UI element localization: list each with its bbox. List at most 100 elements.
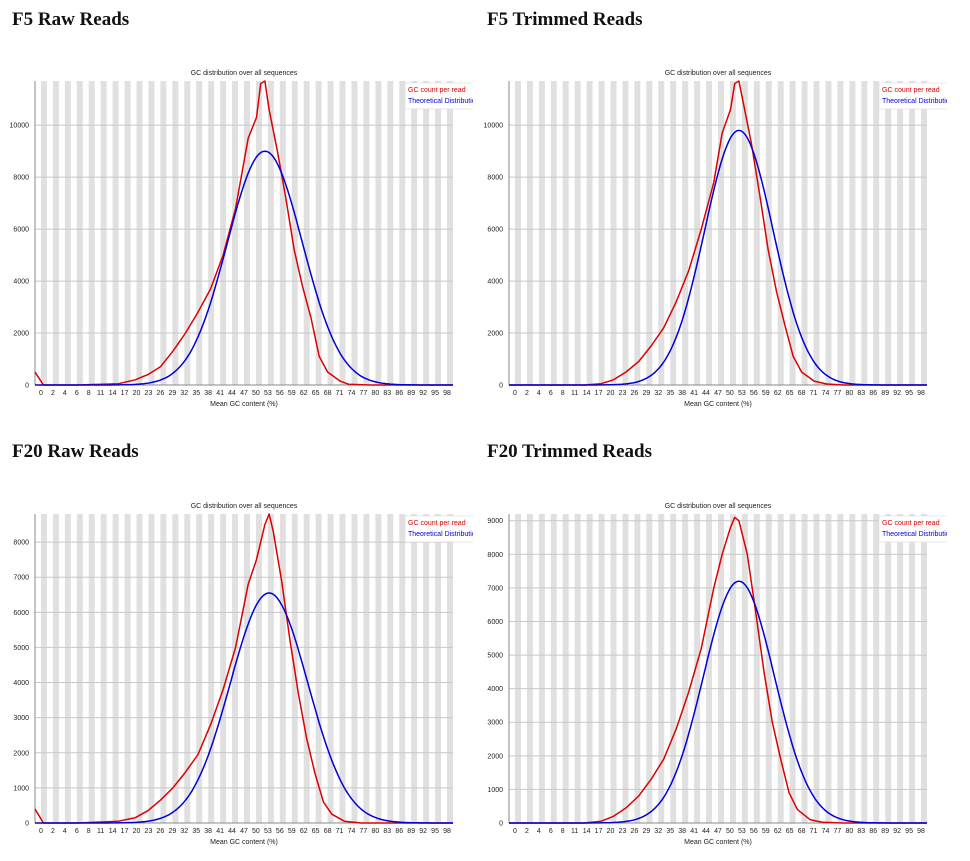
bin-stripe	[729, 514, 736, 823]
x-axis-label: Mean GC content (%)	[684, 401, 752, 408]
legend-box	[404, 515, 473, 543]
x-tick-label: 14	[109, 390, 117, 397]
bin-stripe	[921, 81, 927, 385]
bin-stripe	[100, 514, 107, 823]
bin-stripe	[562, 514, 569, 823]
x-tick-label: 71	[336, 390, 344, 397]
bin-stripe	[232, 81, 239, 385]
bin-stripe	[646, 514, 653, 823]
bin-stripe	[538, 514, 545, 823]
x-tick-label: 56	[750, 390, 758, 397]
x-tick-label: 53	[738, 828, 746, 835]
x-tick-label: 65	[786, 828, 794, 835]
x-tick-label: 23	[619, 828, 627, 835]
bin-stripe	[184, 514, 191, 823]
bin-stripe	[196, 81, 203, 385]
bin-stripe	[148, 81, 155, 385]
bin-stripe	[76, 514, 83, 823]
bin-stripe	[172, 81, 179, 385]
bin-stripe	[387, 514, 394, 823]
bin-stripe	[291, 81, 298, 385]
x-tick-label: 4	[63, 390, 67, 397]
panel-title: F20 Trimmed Reads	[487, 441, 653, 462]
x-tick-label: 68	[324, 390, 332, 397]
x-tick-label: 62	[774, 828, 782, 835]
x-tick-label: 41	[216, 828, 224, 835]
x-tick-label: 98	[917, 390, 925, 397]
x-tick-label: 74	[348, 390, 356, 397]
x-tick-label: 38	[204, 390, 212, 397]
bin-stripe	[801, 514, 808, 823]
bin-stripe	[897, 514, 904, 823]
gc-count-line	[34, 80, 453, 386]
x-tick-label: 32	[654, 390, 662, 397]
x-tick-label: 50	[726, 828, 734, 835]
bin-stripe	[849, 81, 856, 385]
panel-title: F5 Trimmed Reads	[487, 9, 643, 30]
y-tick-label: 10000	[484, 123, 504, 130]
y-tick-label: 8000	[487, 552, 503, 559]
chart-title: GC distribution over all sequences	[665, 503, 772, 510]
bin-stripe	[694, 81, 701, 385]
bin-stripe	[694, 514, 701, 823]
bin-stripe	[220, 514, 227, 823]
theoretical-distribution-line	[35, 592, 453, 824]
x-tick-label: 44	[228, 390, 236, 397]
bin-stripe	[813, 81, 820, 385]
x-tick-label: 14	[583, 828, 591, 835]
theoretical-distribution-line	[35, 150, 453, 386]
x-tick-label: 29	[168, 828, 176, 835]
bin-stripe	[160, 514, 167, 823]
bin-stripe	[160, 81, 167, 385]
x-tick-label: 32	[180, 828, 188, 835]
x-tick-label: 65	[786, 390, 794, 397]
bin-stripe	[526, 81, 533, 385]
bin-stripe	[315, 81, 322, 385]
x-tick-label: 83	[857, 828, 865, 835]
bin-stripe	[88, 514, 95, 823]
x-tick-label: 6	[75, 390, 79, 397]
bin-stripe	[634, 81, 641, 385]
x-tick-label: 53	[264, 390, 272, 397]
x-tick-label: 17	[121, 390, 129, 397]
bin-stripe	[718, 514, 724, 823]
legend-entry: Theoretical Distribution	[408, 531, 473, 538]
bin-stripe	[100, 81, 107, 385]
legend-entry: Theoretical Distribution	[408, 98, 473, 105]
x-tick-label: 86	[395, 390, 403, 397]
x-tick-label: 29	[642, 390, 650, 397]
bin-stripe	[435, 514, 442, 823]
x-tick-label: 8	[561, 828, 565, 835]
bin-stripe	[447, 81, 453, 385]
x-tick-label: 83	[383, 828, 391, 835]
x-tick-label: 4	[63, 828, 67, 835]
x-tick-label: 26	[631, 828, 639, 835]
x-tick-label: 95	[905, 390, 913, 397]
y-tick-label: 0	[25, 821, 29, 828]
bin-stripe	[753, 81, 760, 385]
x-tick-label: 23	[619, 390, 627, 397]
x-tick-label: 35	[192, 828, 200, 835]
bin-stripe	[136, 81, 143, 385]
x-tick-label: 62	[300, 390, 308, 397]
x-tick-label: 17	[595, 390, 603, 397]
x-tick-label: 47	[240, 828, 248, 835]
x-tick-label: 0	[39, 828, 43, 835]
legend-entry: GC count per read	[408, 87, 466, 94]
x-tick-label: 71	[810, 828, 818, 835]
bin-stripe	[801, 81, 808, 385]
bin-stripe	[729, 81, 736, 385]
bin-stripe	[538, 81, 545, 385]
legend-entry: GC count per read	[882, 87, 940, 94]
bin-stripe	[550, 514, 557, 823]
y-tick-label: 3000	[487, 720, 503, 727]
y-tick-label: 6000	[487, 619, 503, 626]
panel-title: F20 Raw Reads	[12, 441, 139, 462]
bin-stripe	[411, 81, 418, 385]
bin-stripe	[208, 514, 215, 823]
x-tick-label: 80	[845, 828, 853, 835]
x-tick-label: 26	[631, 390, 639, 397]
